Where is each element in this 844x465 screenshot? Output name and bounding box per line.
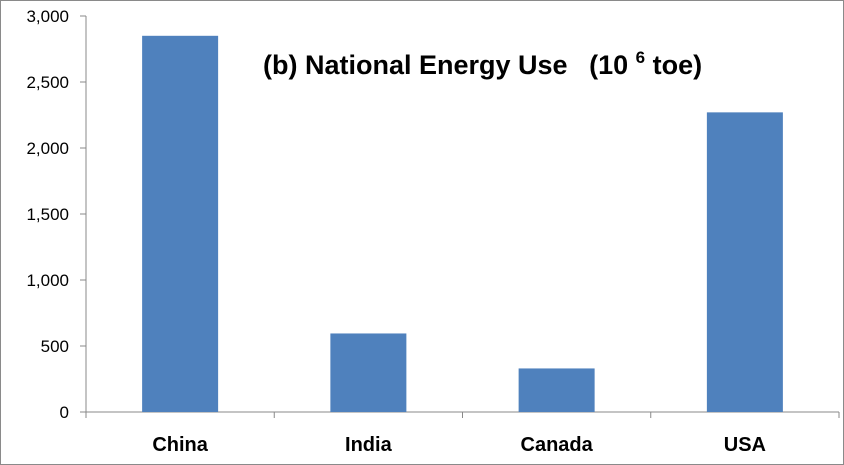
y-tick-label: 1,500 [26, 205, 69, 224]
chart-title-main: (b) National Energy Use [263, 50, 568, 80]
bar-china [142, 35, 219, 413]
chart-title-unit-suffix: toe) [653, 50, 703, 80]
y-tick-label: 0 [60, 403, 69, 422]
x-category-label: India [345, 434, 393, 456]
x-category-label: China [152, 434, 208, 456]
bar-usa [706, 112, 783, 413]
y-tick-label: 1,000 [26, 271, 69, 290]
chart-title-unit-exponent: 6 [636, 48, 645, 67]
x-category-label: USA [724, 434, 766, 456]
y-tick-label: 500 [41, 337, 69, 356]
chart-title: (b) National Energy Use (10 6 toe) [263, 39, 702, 80]
bar-india [330, 333, 407, 412]
x-category-label: Canada [521, 434, 594, 456]
y-tick-label: 2,500 [26, 73, 69, 92]
plot-area: 0 500 1,000 1,500 2,000 2,500 3,000 China India C… [26, 7, 840, 456]
chart-title-unit-prefix: (10 [589, 50, 628, 80]
y-tick-label: 2,000 [26, 139, 69, 158]
y-tick-label: 3,000 [26, 7, 69, 26]
bar-canada [518, 368, 595, 412]
